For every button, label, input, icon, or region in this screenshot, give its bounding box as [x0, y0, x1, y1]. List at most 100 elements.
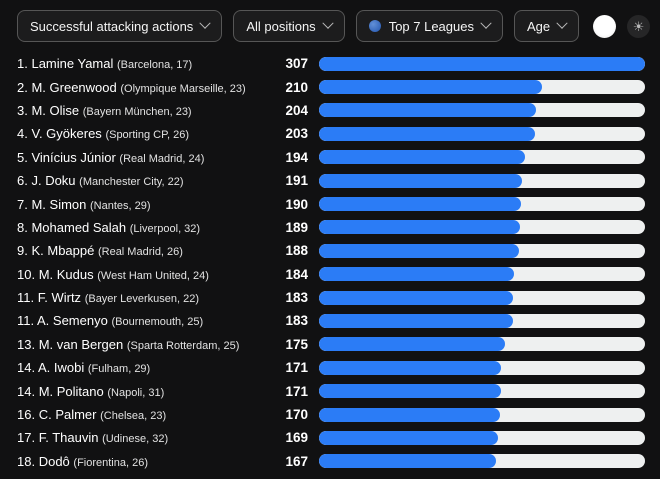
bar-fill — [319, 337, 505, 352]
player-rank: 14. — [17, 383, 36, 399]
player-name-text: Dodô — [38, 453, 70, 469]
positions-select[interactable]: All positions — [233, 10, 345, 42]
bar-fill — [319, 407, 500, 422]
player-name[interactable]: 6. J. Doku (Manchester City, 22) — [17, 173, 251, 188]
player-name-text: J. Doku — [31, 173, 76, 189]
player-rank: 4. — [17, 126, 28, 142]
player-team-age: (Bournemouth, 25) — [111, 316, 204, 329]
player-team-age: (Sporting CP, 26) — [105, 129, 190, 142]
bar-fill — [319, 454, 497, 469]
player-name[interactable]: 5. Vinícius Júnior (Real Madrid, 24) — [17, 150, 251, 165]
player-value: 203 — [285, 126, 308, 142]
player-name-text: Mohamed Salah — [31, 219, 127, 235]
bar-fill — [319, 150, 525, 165]
player-name-text: A. Semenyo — [37, 313, 108, 329]
bar-fill — [319, 197, 521, 212]
player-rank: 16. — [17, 407, 36, 423]
player-rank: 11. — [17, 290, 35, 306]
player-name-text: M. Greenwood — [31, 79, 117, 95]
player-rank: 18. — [17, 453, 36, 469]
player-name[interactable]: 11. F. Wirtz (Bayer Leverkusen, 22) — [17, 290, 251, 305]
theme-toggle-light-sun-icon[interactable]: ☀ — [627, 14, 651, 38]
bar-track — [319, 454, 645, 469]
player-name[interactable]: 3. M. Olise (Bayern München, 23) — [17, 103, 251, 118]
player-name[interactable]: 9. K. Mbappé (Real Madrid, 26) — [17, 243, 251, 258]
age-select-label: Age — [526, 18, 551, 34]
player-team-age: (Sparta Rotterdam, 25) — [126, 339, 240, 352]
player-name[interactable]: 16. C. Palmer (Chelsea, 23) — [17, 407, 251, 422]
player-ranking-list: 1. Lamine Yamal (Barcelona, 17) 307 2. M… — [0, 42, 660, 473]
player-team-age: (West Ham United, 24) — [97, 269, 209, 282]
player-name[interactable]: 4. V. Gyökeres (Sporting CP, 26) — [17, 126, 251, 141]
player-row: 6. J. Doku (Manchester City, 22) 191 — [17, 169, 645, 192]
player-team-age: (Udinese, 32) — [102, 433, 169, 446]
bar-track — [319, 360, 645, 375]
filter-toolbar: Successful attacking actions All positio… — [0, 0, 660, 42]
player-name-text: A. Iwobi — [37, 360, 85, 376]
player-name[interactable]: 11. A. Semenyo (Bournemouth, 25) — [17, 313, 251, 328]
player-value: 183 — [285, 290, 308, 306]
player-row: 3. M. Olise (Bayern München, 23) 204 — [17, 99, 645, 122]
player-name[interactable]: 2. M. Greenwood (Olympique Marseille, 23… — [17, 80, 251, 95]
stat-select[interactable]: Successful attacking actions — [17, 10, 223, 42]
player-row: 2. M. Greenwood (Olympique Marseille, 23… — [17, 75, 645, 98]
player-value: 204 — [285, 102, 308, 118]
player-team-age: (Real Madrid, 26) — [97, 246, 183, 259]
player-name[interactable]: 8. Mohamed Salah (Liverpool, 32) — [17, 220, 251, 235]
player-name-text: M. Olise — [31, 102, 80, 118]
bar-fill — [319, 290, 514, 305]
player-row: 14. M. Politano (Napoli, 31) 171 — [17, 379, 645, 402]
bar-track — [319, 290, 645, 305]
player-name[interactable]: 13. M. van Bergen (Sparta Rotterdam, 25) — [17, 337, 251, 352]
chevron-down-icon — [480, 17, 492, 29]
bar-track — [319, 56, 645, 71]
bar-fill — [319, 56, 645, 71]
player-row: 17. F. Thauvin (Udinese, 32) 169 — [17, 426, 645, 449]
player-team-age: (Fiorentina, 26) — [73, 456, 148, 469]
player-name-text: M. Simon — [31, 196, 87, 212]
player-team-age: (Olympique Marseille, 23) — [120, 82, 246, 95]
player-row: 11. F. Wirtz (Bayer Leverkusen, 22) 183 — [17, 286, 645, 309]
bar-track — [319, 384, 645, 399]
player-name[interactable]: 14. A. Iwobi (Fulham, 29) — [17, 360, 251, 375]
player-value: 194 — [285, 149, 308, 165]
bar-track — [319, 80, 645, 95]
age-select[interactable]: Age — [513, 10, 580, 42]
bar-track — [319, 173, 645, 188]
player-name[interactable]: 1. Lamine Yamal (Barcelona, 17) — [17, 56, 251, 71]
player-value: 183 — [285, 313, 308, 329]
player-name[interactable]: 10. M. Kudus (West Ham United, 24) — [17, 267, 251, 282]
player-name-text: Lamine Yamal — [31, 56, 114, 72]
player-name-text: M. Kudus — [38, 266, 94, 282]
player-name-text: F. Thauvin — [38, 430, 99, 446]
player-name[interactable]: 14. M. Politano (Napoli, 31) — [17, 384, 251, 399]
player-value: 190 — [285, 196, 308, 212]
player-name[interactable]: 18. Dodô (Fiorentina, 26) — [17, 454, 251, 469]
player-team-age: (Napoli, 31) — [107, 386, 165, 399]
bar-track — [319, 103, 645, 118]
player-value: 169 — [285, 430, 308, 446]
bar-fill — [319, 430, 499, 445]
player-name[interactable]: 17. F. Thauvin (Udinese, 32) — [17, 430, 251, 445]
player-rank: 9. — [17, 243, 28, 259]
player-team-age: (Real Madrid, 24) — [119, 152, 205, 165]
player-value: 171 — [285, 360, 308, 376]
stat-select-label: Successful attacking actions — [30, 18, 194, 34]
player-name-text: K. Mbappé — [31, 243, 95, 259]
player-row: 9. K. Mbappé (Real Madrid, 26) 188 — [17, 239, 645, 262]
leagues-select[interactable]: Top 7 Leagues — [355, 10, 503, 42]
player-rank: 8. — [17, 219, 28, 235]
player-team-age: (Bayer Leverkusen, 22) — [84, 293, 200, 306]
player-row: 5. Vinícius Júnior (Real Madrid, 24) 194 — [17, 146, 645, 169]
player-name[interactable]: 7. M. Simon (Nantes, 29) — [17, 197, 251, 212]
positions-select-label: All positions — [246, 18, 316, 34]
bar-fill — [319, 80, 542, 95]
player-rank: 11. — [17, 313, 35, 329]
player-name-text: V. Gyökeres — [31, 126, 102, 142]
bar-track — [319, 220, 645, 235]
theme-toggle-dark-icon[interactable] — [593, 14, 617, 38]
player-row: 13. M. van Bergen (Sparta Rotterdam, 25)… — [17, 333, 645, 356]
bar-fill — [319, 173, 522, 188]
player-value: 307 — [285, 56, 308, 72]
bar-fill — [319, 313, 514, 328]
